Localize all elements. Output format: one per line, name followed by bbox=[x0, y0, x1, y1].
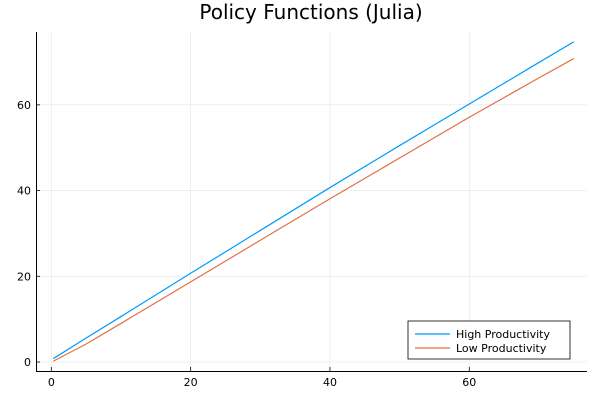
x-tick-label: 0 bbox=[48, 376, 55, 389]
legend-box bbox=[407, 320, 571, 360]
legend: High Productivity Low Productivity bbox=[407, 320, 571, 360]
axes bbox=[36, 32, 587, 372]
x-tick-label: 20 bbox=[184, 376, 198, 389]
y-tick-label: 0 bbox=[24, 356, 31, 369]
grid-lines bbox=[36, 32, 587, 371]
legend-label-high-productivity: High Productivity bbox=[456, 328, 550, 341]
y-tick-label: 60 bbox=[17, 99, 31, 112]
x-tick-label: 60 bbox=[462, 376, 476, 389]
x-tick-label: 40 bbox=[323, 376, 337, 389]
tick-labels: 0 20 40 60 0 20 40 60 bbox=[17, 99, 476, 389]
series-line-high-productivity bbox=[53, 41, 575, 360]
y-tick-label: 20 bbox=[17, 270, 31, 283]
y-tick-label: 40 bbox=[17, 185, 31, 198]
chart-title: Policy Functions (Julia) bbox=[199, 0, 422, 24]
plot-series bbox=[53, 41, 575, 362]
series-line-low-productivity bbox=[53, 58, 575, 362]
legend-label-low-productivity: Low Productivity bbox=[456, 342, 547, 355]
